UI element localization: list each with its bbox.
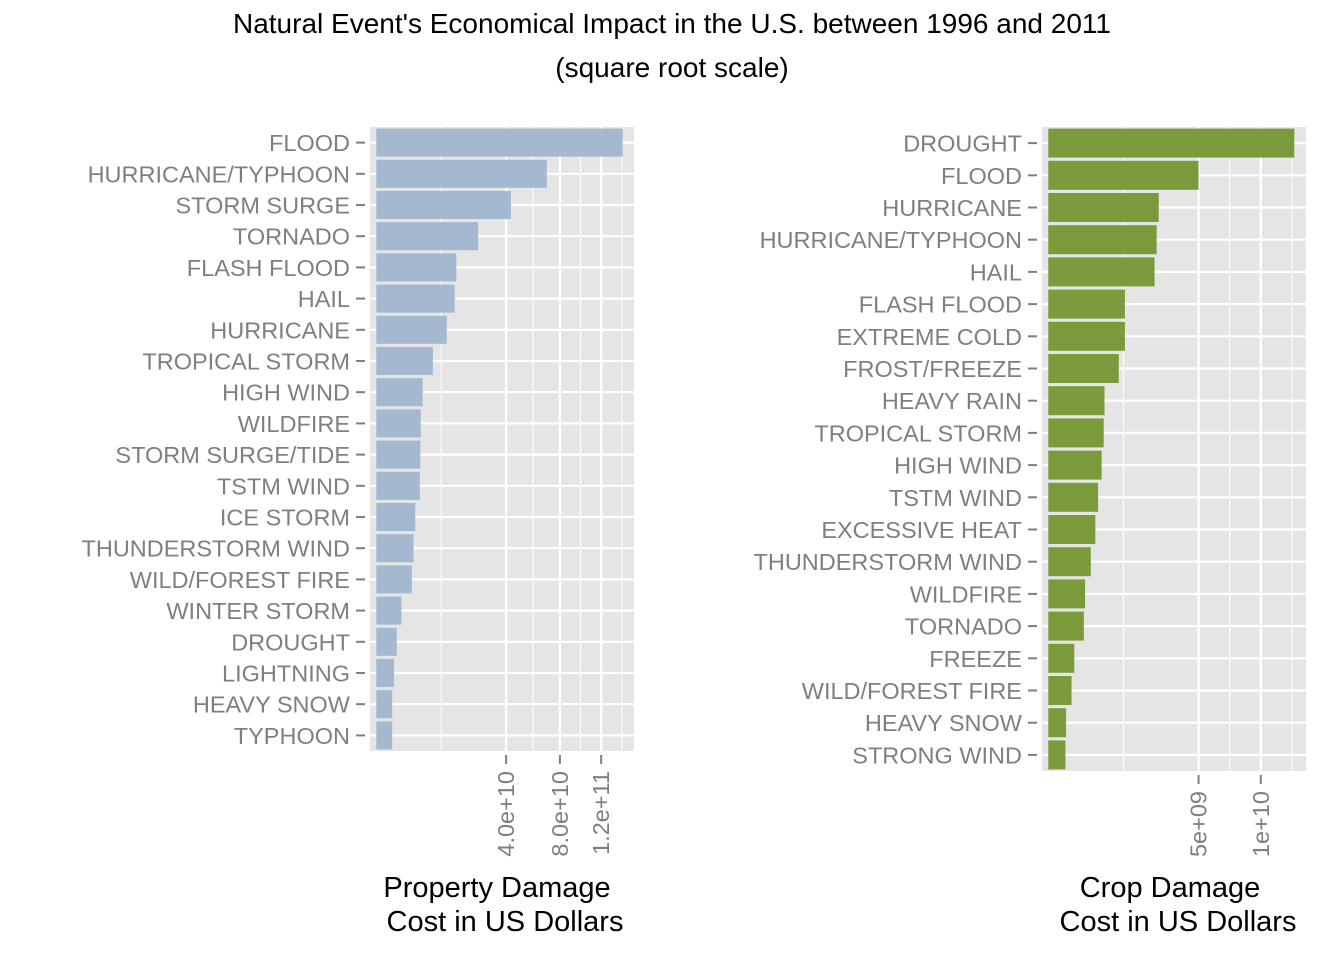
- bar-thunderstorm-wind: [376, 534, 414, 563]
- bar-high-wind: [1048, 450, 1102, 480]
- category-label: STRONG WIND: [852, 742, 1022, 768]
- category-label: FREEZE: [929, 646, 1022, 672]
- bar-winter-storm: [376, 596, 402, 625]
- x-axis-title-line1: Property Damage: [383, 872, 610, 904]
- category-label: HAIL: [970, 259, 1022, 285]
- category-label: WILDFIRE: [910, 581, 1022, 607]
- category-label: HAIL: [298, 286, 350, 312]
- category-label: FLASH FLOOD: [187, 255, 350, 281]
- bar-excessive-heat: [1048, 515, 1096, 544]
- bar-wild-forest-fire: [1048, 676, 1072, 705]
- x-tick-label: 1.2e+11: [588, 771, 614, 855]
- bar-heavy-rain: [1048, 386, 1105, 416]
- panel-background: [1042, 127, 1306, 771]
- chart-panel-crop: DROUGHT FLOOD HURRICANE HURRICANE/TYPHOON HA…: [754, 127, 1306, 938]
- category-label: HURRICANE: [882, 195, 1022, 221]
- category-label: STORM SURGE: [175, 193, 350, 219]
- bar-frost-freeze: [1048, 354, 1119, 383]
- bar-hail: [376, 284, 455, 313]
- bar-typhoon: [376, 721, 393, 750]
- bar-wildfire: [1048, 579, 1086, 609]
- category-label: TORNADO: [905, 614, 1022, 640]
- x-tick-label: 1e+10: [1248, 791, 1274, 857]
- category-label: TROPICAL STORM: [142, 349, 350, 375]
- category-label: TSTM WIND: [889, 485, 1022, 511]
- bar-hurricane-typhoon: [376, 159, 547, 188]
- bar-storm-surge-tide: [376, 440, 421, 469]
- x-axis-title-line2: Cost in US Dollars: [1060, 906, 1297, 938]
- category-label: HEAVY SNOW: [865, 710, 1023, 736]
- x-axis-title-line1: Crop Damage: [1080, 872, 1261, 904]
- category-label: THUNDERSTORM WIND: [754, 549, 1023, 575]
- category-label: FLASH FLOOD: [859, 292, 1022, 318]
- category-label: WILD/FOREST FIRE: [802, 678, 1022, 704]
- bar-hurricane: [1048, 193, 1159, 222]
- bar-lightning: [376, 658, 395, 688]
- category-label: WILD/FOREST FIRE: [130, 567, 350, 593]
- bar-storm-surge: [376, 190, 511, 220]
- panel-background: [370, 127, 634, 751]
- bar-flash-flood: [1048, 289, 1125, 319]
- category-label: THUNDERSTORM WIND: [82, 536, 351, 562]
- category-label: TORNADO: [233, 224, 350, 250]
- category-label: HURRICANE/TYPHOON: [88, 161, 350, 187]
- bar-tropical-storm: [376, 346, 433, 376]
- category-label: TSTM WIND: [217, 473, 350, 499]
- x-tick-label: 8.0e+10: [547, 771, 573, 857]
- category-label: FLOOD: [941, 163, 1022, 189]
- chart-subtitle: (square root scale): [555, 52, 789, 83]
- category-label: TROPICAL STORM: [814, 420, 1022, 446]
- bar-wildfire: [376, 409, 421, 438]
- category-label: EXCESSIVE HEAT: [821, 517, 1022, 543]
- bar-hurricane: [376, 315, 447, 344]
- bar-heavy-snow: [376, 690, 393, 719]
- bar-tstm-wind: [376, 471, 420, 500]
- x-tick-label: 5e+09: [1186, 791, 1212, 857]
- chart-panel-property: FLOOD HURRICANE/TYPHOON STORM SURGE TORNADO…: [82, 127, 634, 938]
- category-label: FROST/FREEZE: [843, 356, 1022, 382]
- bar-thunderstorm-wind: [1048, 547, 1091, 577]
- bar-freeze: [1048, 643, 1075, 673]
- bar-strong-wind: [1048, 740, 1066, 770]
- category-label: HURRICANE: [210, 317, 350, 343]
- bar-hail: [1048, 257, 1155, 287]
- category-label: LIGHTNING: [222, 661, 350, 687]
- bar-tstm-wind: [1048, 482, 1099, 512]
- category-label: FLOOD: [269, 130, 350, 156]
- bar-tornado: [376, 222, 479, 251]
- chart-title: Natural Event's Economical Impact in the…: [232, 8, 1111, 39]
- bar-flood: [1048, 160, 1199, 190]
- bar-ice-storm: [376, 502, 416, 532]
- bar-heavy-snow: [1048, 708, 1067, 738]
- bar-tropical-storm: [1048, 418, 1104, 448]
- bar-high-wind: [376, 378, 423, 407]
- category-label: HIGH WIND: [894, 453, 1022, 479]
- category-label: WILDFIRE: [238, 411, 350, 437]
- chart-title-block: Natural Event's Economical Impact in the…: [0, 2, 1344, 90]
- category-label: STORM SURGE/TIDE: [115, 442, 350, 468]
- category-label: HEAVY SNOW: [193, 692, 351, 718]
- category-label: EXTREME COLD: [837, 324, 1022, 350]
- bar-wild-forest-fire: [376, 565, 412, 594]
- bar-hurricane-typhoon: [1048, 225, 1157, 255]
- category-label: HURRICANE/TYPHOON: [760, 227, 1022, 253]
- category-label: DROUGHT: [231, 629, 350, 655]
- bar-flood: [376, 128, 623, 157]
- bar-drought: [1048, 128, 1295, 158]
- bar-tornado: [1048, 611, 1084, 641]
- bar-drought: [376, 627, 397, 656]
- bar-extreme-cold: [1048, 321, 1125, 351]
- category-label: ICE STORM: [220, 505, 350, 531]
- category-label: DROUGHT: [903, 131, 1022, 157]
- x-axis-title-line2: Cost in US Dollars: [387, 906, 624, 938]
- x-tick-label: 4.0e+10: [493, 771, 519, 857]
- category-label: TYPHOON: [234, 723, 350, 749]
- category-label: HEAVY RAIN: [882, 388, 1022, 414]
- bar-flash-flood: [376, 253, 457, 282]
- category-label: HIGH WIND: [222, 380, 350, 406]
- category-label: WINTER STORM: [166, 598, 350, 624]
